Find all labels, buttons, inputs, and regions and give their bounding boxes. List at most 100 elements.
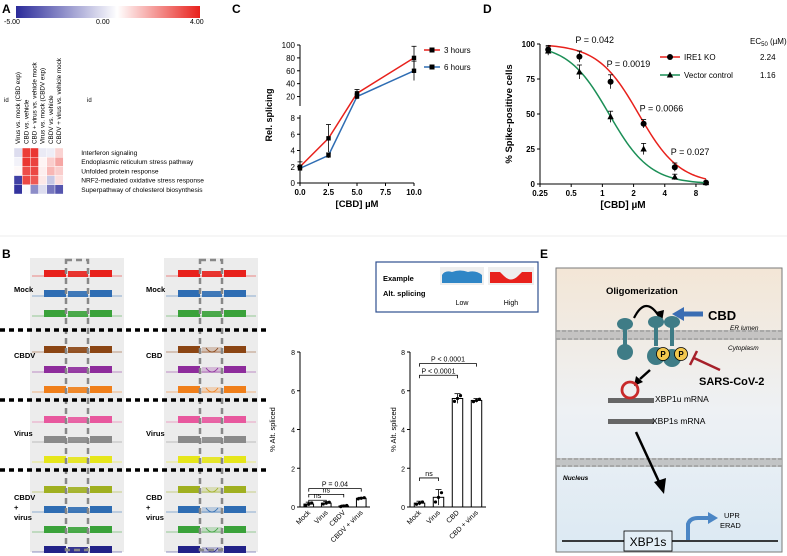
xbp1s-mrna-label: XBP1s mRNA [652,416,706,426]
splice-arc [205,487,219,493]
exon-block [90,366,112,373]
track-panel [164,258,258,552]
exon-block [178,506,200,513]
exon-block [224,526,246,533]
replicate-dot [474,398,479,403]
low-label: Low [456,300,470,307]
panel-letter-c: C [232,2,241,16]
exon-block [90,270,112,277]
exon-block [44,310,66,317]
replicate-dot [477,397,482,401]
replicate-dot [345,503,349,508]
middle-exon [68,387,88,393]
heatmap-cell [54,147,64,158]
heatmap-cell [22,175,31,186]
data-point [411,55,417,61]
y-tick-label: 50 [526,110,535,119]
middle-exon [202,347,222,353]
heatmap-cell [30,184,39,195]
y-tick-label: 0 [291,505,295,512]
replicate-dot [310,501,314,505]
y-tick-label: 2 [291,163,296,172]
y-tick-label: 25 [526,145,535,154]
significance-bracket [419,363,477,367]
exon-block [178,270,200,277]
heatmap-cell [30,156,39,167]
y-tick-label: 4 [291,428,295,435]
scale-label-mid: 0.00 [96,19,110,26]
heatmap-col-label: CBDV vs. vehicle [48,95,55,144]
heatmap-row-label: Superpathway of cholesterol biosynthesis [81,187,203,194]
middle-exon [68,437,88,443]
heatmap-cell [30,175,39,186]
exon-block [90,486,112,493]
splice-arc [205,507,219,513]
heatmap-cell [54,166,64,176]
phospho-site-1 [656,347,670,361]
legend-marker [667,54,673,60]
series-line [299,57,415,168]
x-tick-label: 10.0 [406,188,422,197]
heatmap-cell [38,175,47,186]
exon-block [90,310,112,317]
significance-label: ns [323,487,331,494]
middle-exon [68,487,88,493]
heatmap-cell [13,184,23,195]
replicate-dot [321,502,325,506]
y-tick-label: 75 [526,75,535,84]
y-axis-title: % Spike-positive cells [504,64,515,163]
significance-bracket [308,494,345,498]
panel-letter-b: B [2,247,11,261]
middle-exon [68,417,88,423]
exon-block [224,506,246,513]
heatmap-cell [38,166,47,176]
splice-arc [205,527,219,533]
y-tick-label: 80 [286,54,295,63]
exon-block [90,506,112,513]
condition-label-right: virus [146,513,164,522]
condition-label-right: Virus [146,429,165,438]
x-tick-label: 1 [600,189,605,198]
heatmap-col-label: Virus vs. mock (CBD exp) [15,72,22,144]
exon-block [224,346,246,353]
y-axis-title: % Alt. spliced [389,407,398,452]
replicate-dot [458,393,463,398]
x-axis-title: [CBD] µM [336,199,379,210]
splice-arc [205,547,219,553]
replicate-dot [452,399,457,404]
legend-label: 3 hours [444,46,471,55]
data-point [671,164,678,171]
high-example-shape [490,272,532,283]
middle-exon [202,457,222,463]
transcription-arrow [686,516,710,540]
heatmap-row-label: NRF2-mediated oxidative stress response [81,178,204,185]
bar [451,398,464,508]
y-tick-label: 40 [286,80,295,89]
condition-label-left: CBDV [14,493,35,502]
x-tick-label: 0.0 [294,188,306,197]
middle-exon [202,507,222,513]
highlight-box [198,258,224,552]
heatmap-row-label: Unfolded protein response [81,168,159,175]
data-point [576,68,583,75]
heatmap-cell [38,147,47,158]
legend-marker [429,64,435,70]
replicate-dot [436,495,441,499]
exon-block [90,416,112,423]
data-point [607,78,614,85]
legend-label: Vector control [684,71,733,80]
scale-label-low: -5.00 [4,19,20,26]
exon-block [178,310,200,317]
exon-block [90,346,112,353]
condition-label-right: Mock [146,285,166,294]
data-point [607,113,614,120]
significance-bracket [419,477,439,481]
replicate-dot [359,496,363,500]
y-tick-label: 4 [291,147,296,156]
legend-label: IRE1 KO [684,53,716,62]
exon-block [178,546,200,553]
heatmap-cell [46,166,56,176]
phospho-site-2 [674,347,688,361]
